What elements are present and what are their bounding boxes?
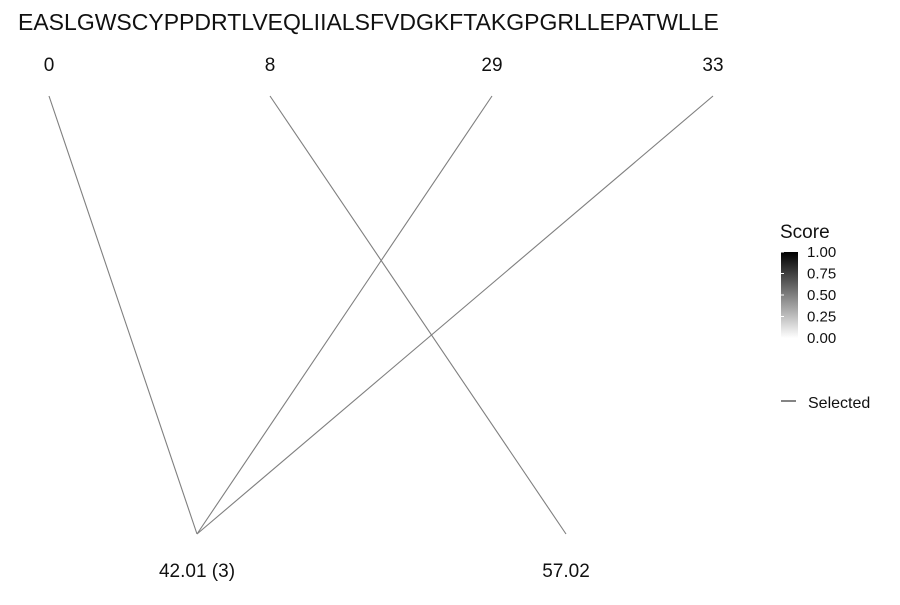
connection-line-8-to-57-02 — [269, 95, 567, 535]
top-label-8: 8 — [265, 55, 276, 76]
top-label-33: 33 — [702, 55, 723, 76]
score-colorbar — [781, 252, 798, 338]
score-legend-tick-label: 1.00 — [807, 244, 836, 261]
top-label-0: 0 — [44, 55, 55, 76]
bottom-label-2: 57.02 — [542, 561, 590, 582]
score-legend-tick-label: 0.75 — [807, 266, 836, 283]
score-legend-tick-label: 0.25 — [807, 309, 836, 326]
connection-line-29-to-42-01-3 — [196, 95, 493, 535]
line-key-label: Selected — [808, 395, 870, 412]
score-legend-title: Score — [780, 222, 830, 243]
connection-line-33-to-42-01-3 — [196, 95, 714, 535]
connections-layer — [48, 95, 714, 535]
top-labels-layer: 0 8 29 33 — [44, 55, 724, 76]
bottom-labels-layer: 42.01 (3) 57.02 — [159, 561, 590, 582]
connection-line-0-to-42-01-3 — [48, 95, 198, 535]
chart-title: EASLGWSCYPPDRTLVEQLIIALSFVDGKFTAKGPGRLLE… — [18, 9, 719, 35]
line-key-legend: Selected — [781, 395, 870, 412]
score-legend-tick-label: 0.00 — [807, 330, 836, 347]
score-legend-ticks: 1.00 0.75 0.50 0.25 0.00 — [781, 244, 836, 347]
bottom-label-1: 42.01 (3) — [159, 561, 235, 582]
score-legend: Score 1.00 0.75 0.50 0.25 0.00 — [780, 222, 836, 347]
top-label-29: 29 — [481, 55, 502, 76]
score-legend-tick-label: 0.50 — [807, 287, 836, 304]
